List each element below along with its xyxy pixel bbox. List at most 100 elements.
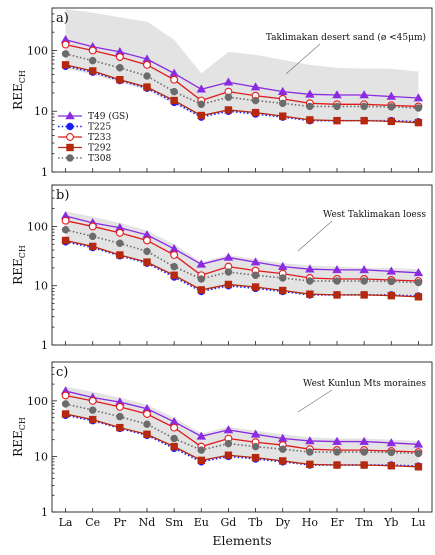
data-point-t233-pr <box>115 402 124 411</box>
x-tick-label-dy: Dy <box>275 516 291 529</box>
data-point-t292-tm <box>360 116 368 125</box>
data-point-t308-lu <box>414 278 423 287</box>
data-point-t292-la <box>61 410 70 418</box>
data-point-t292-ho <box>306 116 314 124</box>
data-point-t308-sm <box>170 434 178 443</box>
data-point-t292-lu <box>414 293 423 301</box>
legend-label: T49 (GS) <box>88 111 129 122</box>
data-point-t292-gd <box>224 451 233 459</box>
data-point-t292-ce <box>89 242 97 251</box>
data-point-t308-tm <box>360 448 368 456</box>
data-point-t49-tm <box>359 436 369 445</box>
data-point-t49-er <box>332 265 342 274</box>
data-point-t292-yb <box>387 291 395 300</box>
data-point-t292-sm <box>170 96 178 105</box>
data-point-t308-er <box>333 277 341 285</box>
data-point-t308-eu <box>197 275 206 283</box>
data-point-t49-er <box>332 90 342 99</box>
data-point-t49-gd <box>223 252 234 261</box>
panel-frame <box>51 361 433 513</box>
data-point-t292-nd <box>143 258 151 266</box>
data-point-t49-eu <box>196 259 207 268</box>
data-point-t49-ho <box>305 436 315 445</box>
data-point-t292-tm <box>360 291 368 299</box>
data-point-t49-yb <box>386 266 397 275</box>
y-axis-label-main: REE <box>11 258 25 285</box>
series-line-t308 <box>65 403 419 455</box>
data-point-t49-eu <box>196 84 207 93</box>
data-point-t308-pr <box>116 63 124 72</box>
legend-marker <box>66 122 74 131</box>
data-point-t292-eu <box>197 456 205 465</box>
data-point-t233-sm <box>170 75 179 84</box>
panel-frame <box>51 184 433 346</box>
data-point-t308-ce <box>88 56 97 65</box>
data-point-t292-ce <box>89 67 97 75</box>
y-axis-label-sub: CH <box>18 245 27 258</box>
x-tick-label-sm: Sm <box>165 516 184 529</box>
data-point-t308-tb <box>251 442 260 451</box>
data-point-t49-er <box>332 436 342 445</box>
data-point-t308-la <box>61 50 70 58</box>
data-point-t233-nd <box>143 236 151 245</box>
y-tick-label: 10 <box>34 280 48 293</box>
envelope-area <box>65 386 419 467</box>
panel-3: West Kunlun Mts moraines 1 10 100 c) REECH <box>11 361 433 519</box>
data-point-t308-ho <box>306 277 314 285</box>
data-point-t308-eu <box>197 100 206 109</box>
data-point-t49-tb <box>250 82 261 91</box>
y-tick-label: 100 <box>27 44 48 57</box>
data-point-t308-tm <box>360 277 368 285</box>
y-tick-label: 10 <box>34 105 48 118</box>
data-point-t308-tb <box>251 271 260 280</box>
data-point-t308-ce <box>88 406 97 414</box>
x-tick-label-la: La <box>59 516 73 529</box>
data-point-t292-er <box>333 291 341 299</box>
envelope-leader <box>285 43 321 75</box>
data-point-t308-lu <box>414 104 423 112</box>
series-line-t233 <box>65 43 419 108</box>
data-point-t292-tb <box>251 453 260 462</box>
data-point-t308-la <box>61 400 70 408</box>
data-point-t308-ho <box>306 102 314 111</box>
y-axis-label: REECH <box>11 417 27 457</box>
legend-marker <box>66 154 74 162</box>
data-point-t233-pr <box>115 228 124 237</box>
data-point-t292-dy <box>279 286 287 295</box>
series-line-t292 <box>65 239 419 298</box>
data-point-t292-la <box>61 236 70 245</box>
y-axis-label-main: REE <box>11 430 25 457</box>
data-point-t308-yb <box>387 277 396 286</box>
data-point-t292-eu <box>197 111 205 120</box>
y-tick-label: 100 <box>27 395 48 408</box>
data-point-t49-lu <box>413 268 424 277</box>
data-point-t292-dy <box>279 112 287 120</box>
data-point-t308-er <box>333 448 341 456</box>
series-line-t292 <box>65 64 419 124</box>
panel-1: Taklimakan desert sand (ø <45μm) 1 10 100 a)… <box>11 7 433 179</box>
series-line-t49-gs- <box>65 390 419 445</box>
x-tick-label-er: Er <box>330 516 344 529</box>
data-point-t308-nd <box>143 247 151 256</box>
data-point-t308-tb <box>251 96 260 105</box>
data-point-t49-dy <box>277 261 288 270</box>
x-tick-label-yb: Yb <box>383 516 398 529</box>
data-point-t49-yb <box>386 91 397 100</box>
panel-frame <box>51 7 433 173</box>
series-line-t49-gs- <box>65 215 419 274</box>
data-point-t292-ho <box>306 290 314 298</box>
data-point-t49-yb <box>386 438 397 447</box>
series-line-t233 <box>65 394 419 453</box>
panel-letter: b) <box>56 188 69 203</box>
y-axis-label: REECH <box>11 70 27 110</box>
y-tick-label: 1 <box>41 339 48 352</box>
data-point-t233-sm <box>170 423 179 432</box>
x-tick-label-tm: Tm <box>355 516 373 529</box>
series-line-t233 <box>65 220 419 282</box>
envelope-leader <box>297 220 333 252</box>
data-point-t49-tb <box>250 429 261 438</box>
data-point-t233-la <box>61 216 70 225</box>
data-point-t308-pr <box>116 239 124 248</box>
x-tick-label-lu: Lu <box>411 516 425 529</box>
